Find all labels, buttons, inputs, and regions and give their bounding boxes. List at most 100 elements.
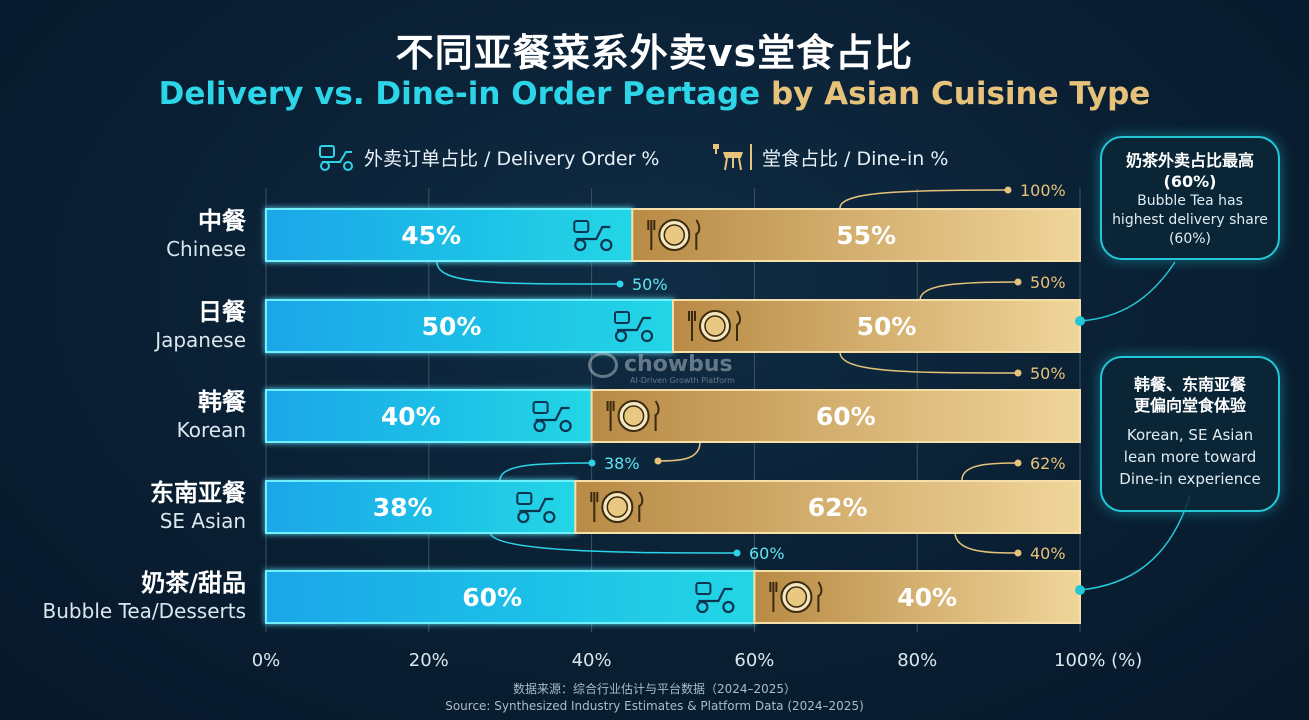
category-label-zh-korean: 韩餐: [198, 388, 247, 416]
annotation-dot: [654, 457, 662, 465]
scooter-wheel-front: [600, 238, 613, 252]
annotation-label: 50%: [1030, 364, 1066, 383]
fork: [647, 220, 656, 250]
scooter-wheel-rear: [533, 419, 546, 433]
annotations-layer: 100% 50% 50% 50% 38% 62% 60% 40%: [588, 181, 1085, 595]
fork: [606, 401, 615, 431]
bar-label-dinein-chinese: 55%: [836, 221, 896, 250]
knife: [654, 400, 660, 431]
watermark-tagline: AI-Driven Growth Platform: [630, 376, 735, 385]
bar-label-delivery-korean: 40%: [381, 402, 441, 431]
chowbus-watermark: chowbus AI-Driven Growth Platform: [588, 352, 735, 385]
callout-bubble-tea-title: 奶茶外卖占比最高: [1125, 151, 1254, 170]
bar-dinein-korean: [590, 389, 1081, 443]
annotation-label: 62%: [1030, 454, 1066, 473]
leader-japanese-dinein-bottom: [839, 351, 1019, 374]
annotation-label: 50%: [1030, 273, 1066, 292]
leader-se-dinein-top: [961, 462, 1019, 481]
knife: [638, 491, 644, 522]
annotation-label: 60%: [749, 544, 785, 563]
annotation-label: 40%: [1030, 544, 1066, 563]
scooter-icon: [614, 311, 654, 343]
category-label-zh-bubble-tea-desserts: 奶茶/甜品: [141, 569, 246, 597]
scooter-body: [535, 406, 570, 422]
category-label-zh-japanese: 日餐: [198, 298, 247, 326]
scooter-icon: [319, 145, 353, 171]
plate-inner: [785, 586, 808, 608]
plate-cutlery-icon: [590, 491, 644, 523]
bar-label-dinein-se-asian: 62%: [808, 493, 868, 522]
bars-layer: 45% 55% 50% 50% 40% 60% 38% 62% 60% 40%: [265, 208, 1082, 624]
leader-se-delivery-top: [499, 462, 593, 481]
callout-bubble-tea-pct: (60%): [1163, 172, 1217, 191]
fork: [590, 492, 599, 522]
annotation-leaders: [436, 189, 1191, 591]
callout-korean-se: 韩餐、东南亚餐 更偏向堂食体验 Korean, SE Asian lean mo…: [1100, 356, 1280, 512]
annotation-dot: [1004, 186, 1012, 194]
bar-delivery-chinese: [265, 208, 634, 262]
knife: [817, 581, 823, 612]
source-note: 数据来源：综合行业估计与平台数据（2024–2025） Source: Synt…: [0, 681, 1309, 715]
legend-dinein-label: 堂食占比 / Dine-in %: [762, 148, 948, 170]
chart-title-zh: 不同亚餐菜系外卖vs堂食占比: [395, 31, 914, 75]
scooter-box: [614, 311, 630, 324]
callout-anchor-dot: [1075, 316, 1085, 326]
x-tick-label-60: 60%: [734, 650, 774, 671]
scooter-wheel-front: [722, 600, 735, 614]
x-axis-ticks: 0% 20% 40% 60% 80% 100% (%): [252, 650, 1143, 671]
category-label-en-korean: Korean: [177, 418, 246, 442]
annotation-dot: [616, 280, 624, 288]
x-tick-label-0: 0%: [252, 650, 281, 671]
bar-label-delivery-bubble-tea-desserts: 60%: [462, 583, 522, 612]
bar-dinein-japanese: [672, 299, 1081, 353]
annotation-dot: [1014, 278, 1022, 286]
callout-bubble-tea: 奶茶外卖占比最高 (60%) Bubble Tea has highest de…: [1100, 136, 1280, 260]
knife: [736, 310, 741, 341]
scooter-wheel-front: [543, 510, 556, 524]
plate-cutlery-icon: [769, 581, 823, 613]
scooter-wheel-rear: [517, 510, 530, 524]
scooter-box: [532, 401, 549, 414]
plate-cutlery-icon: [647, 219, 701, 251]
x-tick-label-100: 100% (%): [1054, 650, 1142, 671]
category-label-zh-se-asian: 东南亚餐: [150, 479, 247, 507]
bar-delivery-japanese: [265, 299, 674, 353]
leader-callout-korean: [1079, 494, 1191, 591]
leader-chinese-total: [839, 189, 1009, 209]
chart-title-en-part2: by Asian Cuisine Type: [770, 76, 1151, 112]
scooter-icon: [532, 401, 572, 433]
leader-japanese-dinein-top: [919, 281, 1019, 301]
plate-inner: [663, 224, 686, 246]
dining-table-icon: [713, 144, 752, 171]
scooter-box: [573, 220, 590, 233]
scooter-icon: [573, 220, 613, 252]
callout-anchor-dot: [1075, 585, 1085, 595]
callout-bubble-tea-body: Bubble Tea has highest delivery share (6…: [1112, 193, 1268, 247]
chowbus-logo-icon: [588, 352, 618, 378]
bar-dinein-se-asian: [574, 480, 1081, 534]
category-label-en-chinese: Chinese: [166, 237, 246, 261]
callout-korean-se-title-1: 韩餐、东南亚餐: [1133, 375, 1246, 394]
knife: [695, 219, 701, 250]
category-label-zh-chinese: 中餐: [198, 207, 247, 235]
annotation-label: 50%: [632, 275, 668, 294]
leader-se-delivery-bottom: [489, 531, 738, 554]
plate-cutlery-icon: [688, 310, 741, 342]
annotation-label: 38%: [604, 454, 640, 473]
bar-dinein-chinese: [631, 208, 1081, 262]
fork: [688, 311, 696, 341]
category-label-en-bubble-tea-desserts: Bubble Tea/Desserts: [43, 599, 246, 623]
category-label-en-se-asian: SE Asian: [160, 509, 246, 533]
scooter-body: [519, 497, 554, 513]
legend: 外卖订单占比 / Delivery Order % 堂食占比 / Dine-in…: [319, 144, 948, 171]
bar-label-delivery-se-asian: 38%: [373, 493, 433, 522]
x-tick-label-20: 20%: [409, 650, 449, 671]
fork: [769, 582, 778, 612]
watermark-brand: chowbus: [588, 352, 735, 378]
scooter-box: [695, 582, 712, 595]
scooter-body: [698, 587, 733, 603]
chart-title-en-part1: Delivery vs. Dine-in Order Pertage: [158, 76, 761, 112]
source-zh: 数据来源：综合行业估计与平台数据（2024–2025）: [512, 682, 797, 696]
annotation-dot: [1014, 459, 1022, 467]
